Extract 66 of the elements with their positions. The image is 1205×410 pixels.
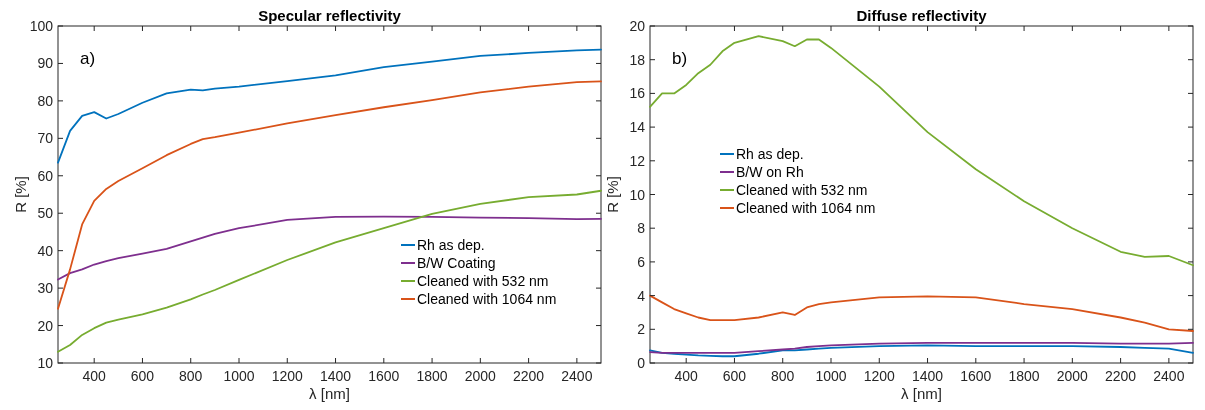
y-tick-label: 6 [637, 253, 646, 270]
y-tick-label: 2 [637, 321, 646, 338]
x-tick-label: 400 [674, 368, 699, 384]
legend-label: Cleaned with 532 nm [736, 182, 868, 198]
x-tick-label: 800 [771, 368, 795, 384]
y-tick-label: 10 [629, 186, 646, 203]
y-axis-title: R [%] [604, 176, 621, 213]
y-tick-label: 90 [37, 55, 54, 72]
x-tick-label: 600 [722, 368, 747, 384]
y-tick-label: 30 [37, 280, 54, 297]
line-series [57, 189, 602, 353]
x-tick-label: 1800 [416, 368, 448, 384]
y-tick-label: 20 [629, 18, 646, 34]
legend-label: Cleaned with 1064 nm [417, 291, 557, 307]
x-tick-label: 1000 [815, 368, 847, 384]
x-tick-label: 1600 [960, 368, 992, 384]
x-axis-title: λ [nm] [309, 385, 350, 402]
line-series [57, 48, 602, 164]
x-tick-label: 1400 [911, 368, 944, 384]
legend-label: Cleaned with 532 nm [417, 273, 549, 289]
y-tick-label: 12 [629, 152, 646, 169]
y-tick-label: 100 [29, 18, 54, 34]
y-tick-label: 16 [629, 85, 646, 102]
x-tick-label: 2000 [1056, 368, 1089, 384]
line-series [649, 344, 1194, 358]
y-tick-label: 40 [37, 242, 54, 259]
x-tick-label: 1000 [223, 368, 255, 384]
x-axis-title: λ [nm] [901, 385, 942, 402]
legend-label: Rh as dep. [736, 146, 804, 162]
y-tick-label: 14 [629, 119, 646, 136]
y-tick-label: 60 [37, 167, 54, 184]
y-tick-label: 80 [37, 92, 54, 109]
x-tick-label: 2200 [1105, 368, 1137, 384]
line-series [649, 294, 1194, 332]
legend-label: B/W on Rh [736, 164, 804, 180]
line-series [649, 35, 1194, 267]
x-tick-label: 600 [130, 368, 155, 384]
x-tick-label: 2400 [561, 368, 593, 384]
y-tick-label: 8 [637, 220, 646, 237]
legend-label: Cleaned with 1064 nm [736, 200, 876, 216]
legend-label: Rh as dep. [417, 237, 485, 253]
y-tick-label: 70 [37, 130, 54, 147]
x-tick-label: 1600 [368, 368, 400, 384]
y-axis-title: R [%] [12, 176, 29, 213]
chart-title: Specular reflectivity [258, 7, 402, 24]
y-tick-label: 20 [37, 317, 54, 334]
chart-title: Diffuse reflectivity [856, 7, 988, 24]
x-tick-label: 800 [179, 368, 203, 384]
x-tick-label: 1800 [1008, 368, 1040, 384]
legend-label: B/W Coating [417, 255, 496, 271]
x-tick-label: 1200 [863, 368, 896, 384]
annotation: b) [672, 49, 688, 68]
line-series [649, 341, 1194, 354]
y-tick-label: 18 [629, 51, 646, 68]
x-tick-label: 2000 [464, 368, 497, 384]
y-tick-label: 50 [37, 205, 54, 222]
x-tick-label: 1200 [271, 368, 304, 384]
y-tick-label: 4 [637, 287, 646, 304]
x-tick-label: 1400 [319, 368, 352, 384]
annotation: a) [80, 49, 96, 68]
line-series [57, 80, 602, 310]
x-tick-label: 400 [82, 368, 107, 384]
x-tick-label: 2400 [1153, 368, 1185, 384]
x-tick-label: 2200 [513, 368, 545, 384]
y-tick-label: 0 [637, 355, 646, 371]
y-tick-label: 10 [37, 355, 54, 371]
